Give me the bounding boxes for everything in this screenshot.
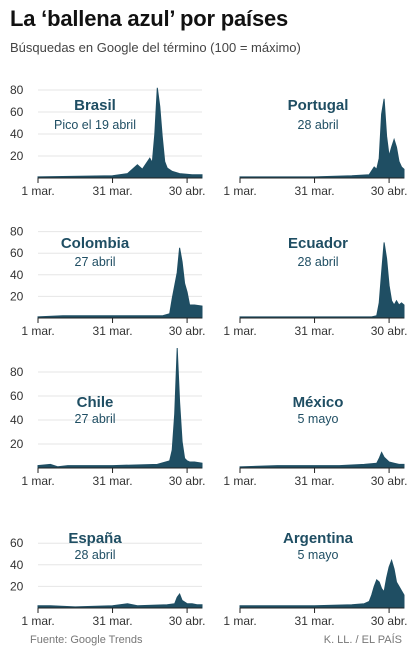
ytick-label-chile: 80 xyxy=(10,365,24,379)
xtick-label-chile: 31 mar. xyxy=(93,474,133,488)
ytick-label-colombia: 80 xyxy=(10,225,24,239)
credit-note: K. LL. / EL PAÍS xyxy=(323,634,402,646)
date-note-brasil: Pico el 19 abril xyxy=(54,118,136,132)
area-series-mexico xyxy=(239,451,405,469)
area-series-colombia xyxy=(37,247,203,319)
xtick-label-mexico: 31 mar. xyxy=(295,474,335,488)
ytick-label-brasil: 60 xyxy=(10,105,24,119)
area-series-portugal xyxy=(239,98,405,179)
ytick-label-brasil: 80 xyxy=(10,83,24,97)
xtick-label-brasil: 30 abr. xyxy=(169,184,206,198)
ytick-label-brasil: 20 xyxy=(10,149,24,163)
xtick-label-mexico: 1 mar. xyxy=(223,474,256,488)
area-series-ecuador xyxy=(239,242,405,319)
ytick-label-chile: 20 xyxy=(10,437,24,451)
ytick-label-chile: 60 xyxy=(10,389,24,403)
chart-subtitle: Búsquedas en Google del término (100 = m… xyxy=(10,40,301,55)
xtick-label-espana: 30 abr. xyxy=(169,614,206,628)
ytick-label-espana: 40 xyxy=(10,558,24,572)
area-series-argentina xyxy=(239,558,405,609)
xtick-label-colombia: 1 mar. xyxy=(21,324,54,338)
date-note-portugal: 28 abril xyxy=(298,118,339,132)
xtick-label-colombia: 30 abr. xyxy=(169,324,206,338)
xtick-label-argentina: 1 mar. xyxy=(223,614,256,628)
area-series-chile xyxy=(37,347,203,469)
date-note-ecuador: 28 abril xyxy=(298,255,339,269)
xtick-label-chile: 30 abr. xyxy=(169,474,206,488)
xtick-label-argentina: 31 mar. xyxy=(295,614,335,628)
xtick-label-portugal: 30 abr. xyxy=(371,184,408,198)
country-label-espana: España xyxy=(68,530,122,547)
xtick-label-ecuador: 31 mar. xyxy=(295,324,335,338)
country-label-mexico: México xyxy=(293,394,344,411)
ytick-label-colombia: 60 xyxy=(10,246,24,260)
xtick-label-brasil: 31 mar. xyxy=(93,184,133,198)
xtick-label-colombia: 31 mar. xyxy=(93,324,133,338)
xtick-label-mexico: 30 abr. xyxy=(371,474,408,488)
chart-title: La ‘ballena azul’ por países xyxy=(10,6,289,31)
date-note-colombia: 27 abril xyxy=(75,255,116,269)
date-note-argentina: 5 mayo xyxy=(298,548,339,562)
ytick-label-chile: 40 xyxy=(10,413,24,427)
ytick-label-colombia: 40 xyxy=(10,268,24,282)
xtick-label-espana: 31 mar. xyxy=(93,614,133,628)
xtick-label-chile: 1 mar. xyxy=(21,474,54,488)
ytick-label-brasil: 40 xyxy=(10,127,24,141)
xtick-label-espana: 1 mar. xyxy=(21,614,54,628)
ytick-label-espana: 20 xyxy=(10,579,24,593)
country-label-argentina: Argentina xyxy=(283,530,354,547)
date-note-chile: 27 abril xyxy=(75,412,116,426)
ytick-label-colombia: 20 xyxy=(10,289,24,303)
date-note-espana: 28 abril xyxy=(75,548,116,562)
date-note-mexico: 5 mayo xyxy=(298,412,339,426)
xtick-label-ecuador: 30 abr. xyxy=(371,324,408,338)
country-label-chile: Chile xyxy=(77,394,114,411)
area-series-brasil xyxy=(37,87,203,179)
ytick-label-espana: 60 xyxy=(10,536,24,550)
xtick-label-argentina: 30 abr. xyxy=(371,614,408,628)
country-label-brasil: Brasil xyxy=(74,97,116,114)
country-label-ecuador: Ecuador xyxy=(288,235,348,252)
xtick-label-portugal: 31 mar. xyxy=(295,184,335,198)
xtick-label-ecuador: 1 mar. xyxy=(223,324,256,338)
xtick-label-portugal: 1 mar. xyxy=(223,184,256,198)
xtick-label-brasil: 1 mar. xyxy=(21,184,54,198)
area-series-espana xyxy=(37,592,203,609)
source-note: Fuente: Google Trends xyxy=(30,634,143,646)
country-label-portugal: Portugal xyxy=(288,97,349,114)
country-label-colombia: Colombia xyxy=(61,235,130,252)
